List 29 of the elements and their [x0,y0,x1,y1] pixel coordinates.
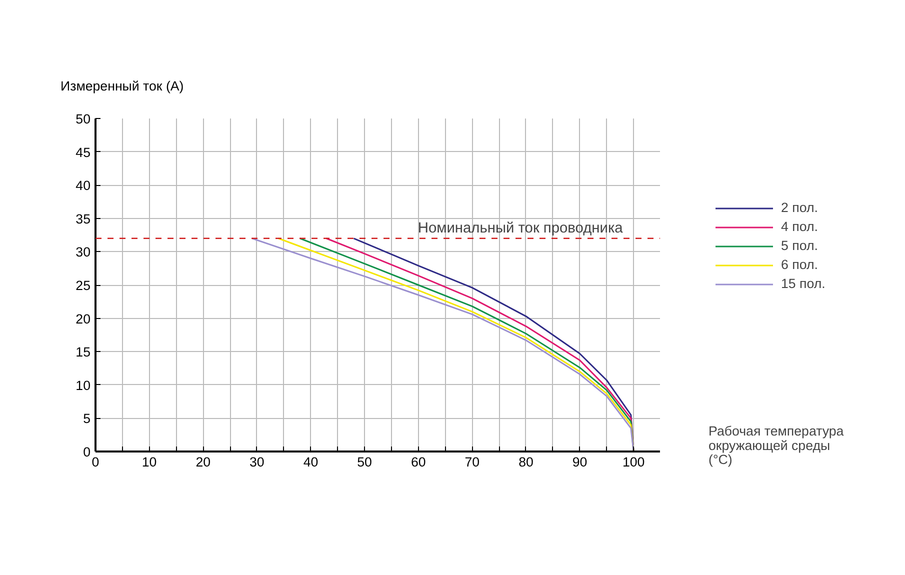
y-tick-label: 15 [76,344,91,360]
y-tick-label: 50 [76,112,91,126]
x-tick-label: 50 [357,454,372,470]
legend-label: 4 пол. [781,219,818,234]
legend-label: 6 пол. [781,257,818,272]
x-tick-label: 30 [250,454,264,470]
y-tick-label: 30 [76,244,91,260]
x-axis-title: Рабочая температура окружающей среды (°C) [708,424,844,467]
x-tick-label: 80 [518,454,534,470]
x-tick-label: 70 [464,454,480,470]
legend-label: 2 пол. [781,200,818,215]
legend-label: 5 пол. [781,238,818,253]
legend-label: 15 пол. [781,276,826,291]
y-tick-label: 5 [83,411,91,426]
y-tick-label: 0 [83,444,91,460]
y-tick-label: 35 [76,211,91,226]
y-tick-label: 40 [76,178,91,194]
x-tick-label: 40 [303,454,318,470]
y-tick-label: 45 [76,144,91,160]
y-tick-label: 10 [76,378,91,393]
y-tick-label: 25 [76,278,91,293]
x-tick-label: 90 [572,454,588,470]
y-tick-label: 20 [76,311,91,326]
x-tick-label: 10 [142,454,157,470]
y-axis-title: Измеренный ток (A) [60,78,184,94]
x-tick-label: 100 [622,454,645,470]
x-tick-label: 20 [196,454,211,470]
x-tick-label: 60 [410,454,426,470]
ref-line-label: Номинальный ток проводника [418,220,624,236]
